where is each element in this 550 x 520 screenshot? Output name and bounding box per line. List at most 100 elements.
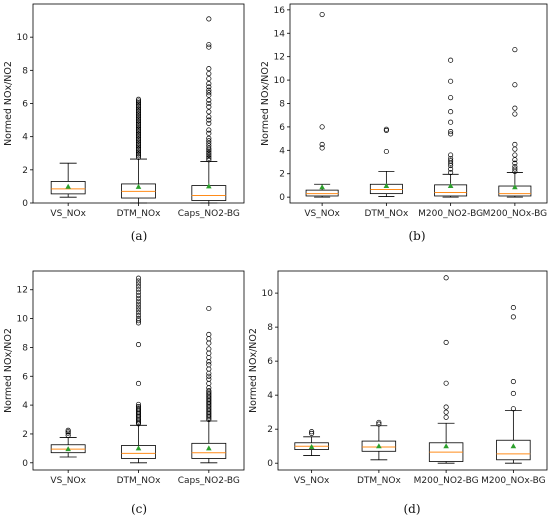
outlier-point: [206, 362, 212, 368]
outlier-point: [512, 160, 518, 166]
box-VS_NOx: VS_NOx: [50, 162, 87, 219]
y-tick-label: 8: [279, 100, 285, 110]
mean-marker: [65, 183, 71, 189]
chart-panel-c: 0 2 4 6 8 10 12 Normed NOx/NO2 VS_NOx DTM_NOx Caps…: [3, 270, 245, 516]
outlier-point: [135, 115, 142, 121]
outlier-point: [206, 16, 212, 22]
outlier-point: [135, 298, 142, 304]
y-tick-label: 12: [274, 53, 285, 63]
outlier-point: [135, 290, 142, 296]
outlier-point: [135, 131, 142, 137]
x-tick-label: DTM_NOx: [117, 209, 162, 219]
outlier-point: [206, 154, 212, 160]
panel-label: (a): [131, 229, 148, 243]
outlier-point: [448, 152, 454, 158]
outlier-point: [319, 124, 325, 130]
box-Caps_NO2-BG: Caps_NO2-BG: [178, 16, 240, 219]
panel-label: (d): [403, 502, 420, 516]
mean-marker: [319, 184, 325, 190]
outlier-point: [448, 155, 454, 162]
y-tick-label: 2: [267, 425, 273, 435]
y-tick-label: 4: [279, 146, 285, 156]
plot-frame: [289, 3, 548, 204]
outlier-point: [135, 121, 142, 127]
mean-marker: [510, 443, 517, 449]
mean-marker: [206, 183, 212, 189]
y-tick-label: 2: [279, 170, 285, 180]
outlier-point: [135, 153, 142, 159]
y-tick-label: 6: [22, 372, 28, 382]
box-M200_NOx-BG: M200_NOx-BG: [483, 47, 548, 219]
outlier-point: [135, 284, 142, 290]
chart-panel-b: 0 2 4 6 8 10 12 14 16 Normed NOx/NO2 VS_NOx DTM_NOx…: [260, 3, 548, 243]
outlier-point: [206, 44, 212, 50]
chart-panel-a: 0 2 4 6 8 10 Normed NOx/NO2 VS_NOx DTM_NOx Caps_N…: [3, 3, 245, 243]
outlier-point: [135, 281, 142, 287]
outlier-point: [206, 140, 212, 146]
outlier-point: [135, 111, 142, 117]
outlier-point: [512, 141, 518, 148]
outlier-point: [443, 409, 449, 415]
y-tick-label: 10: [262, 289, 274, 299]
box-iqr: [191, 442, 227, 459]
y-tick-label: 2: [22, 430, 28, 440]
mean-marker: [376, 443, 382, 449]
y-tick-label: 0: [22, 459, 28, 469]
box-iqr: [496, 439, 531, 461]
x-tick-label: M200_NO2-BG: [418, 209, 483, 219]
outlier-point: [135, 128, 142, 134]
outlier-point: [135, 134, 142, 141]
x-tick-label: M200_NOx-BG: [483, 209, 548, 219]
y-tick-label: 6: [279, 123, 285, 133]
outlier-point: [135, 101, 142, 107]
box-M200_NO2-BG: M200_NO2-BG: [414, 275, 479, 486]
outlier-point: [448, 131, 454, 137]
outlier-point: [135, 146, 142, 152]
box-iqr: [305, 189, 339, 197]
box-VS_NOx: VS_NOx: [294, 429, 330, 486]
outlier-point: [448, 95, 454, 101]
outlier-point: [443, 380, 449, 386]
outlier-point: [510, 390, 516, 397]
outlier-point: [448, 109, 454, 115]
outlier-point: [135, 113, 142, 119]
outlier-point: [135, 316, 142, 322]
outlier-point: [206, 81, 212, 87]
outlier-point: [206, 152, 212, 158]
y-axis-label: Normed NOx/NO2: [260, 61, 271, 146]
outlier-point: [135, 116, 142, 122]
outlier-point: [206, 130, 212, 136]
outlier-point: [65, 432, 71, 438]
outlier-point: [135, 98, 142, 104]
outlier-point: [135, 105, 142, 111]
box-M200_NOx-BG: M200_NOx-BG: [481, 305, 546, 486]
outlier-point: [206, 104, 212, 110]
box-DTM_NOx: DTM_NOx: [357, 419, 401, 486]
box-M200_NO2-BG: M200_NO2-BG: [418, 57, 483, 219]
outlier-point: [135, 120, 142, 126]
outlier-point: [443, 339, 449, 345]
y-tick-label: 8: [22, 66, 28, 76]
outlier-point: [206, 114, 212, 120]
outlier-point: [512, 82, 518, 88]
box-DTM_NOx: DTM_NOx: [364, 126, 409, 219]
outlier-point: [206, 71, 212, 77]
outlier-point: [443, 275, 449, 281]
outlier-point: [135, 139, 142, 146]
outlier-point: [135, 278, 142, 284]
outlier-point: [135, 341, 142, 348]
outlier-point: [135, 149, 142, 155]
y-tick-label: 10: [17, 33, 29, 43]
y-tick-label: 12: [17, 286, 28, 296]
outlier-point: [206, 84, 212, 90]
outlier-point: [206, 90, 212, 96]
outlier-point: [135, 123, 142, 129]
y-tick-label: 0: [267, 459, 273, 469]
outlier-point: [135, 110, 142, 116]
x-tick-label: VS_NOx: [304, 209, 340, 219]
outlier-point: [206, 100, 212, 107]
y-axis-label: Normed NOx/NO2: [3, 61, 14, 146]
outlier-point: [206, 150, 212, 156]
y-tick-label: 8: [267, 323, 273, 333]
x-tick-label: VS_NOx: [294, 476, 330, 486]
